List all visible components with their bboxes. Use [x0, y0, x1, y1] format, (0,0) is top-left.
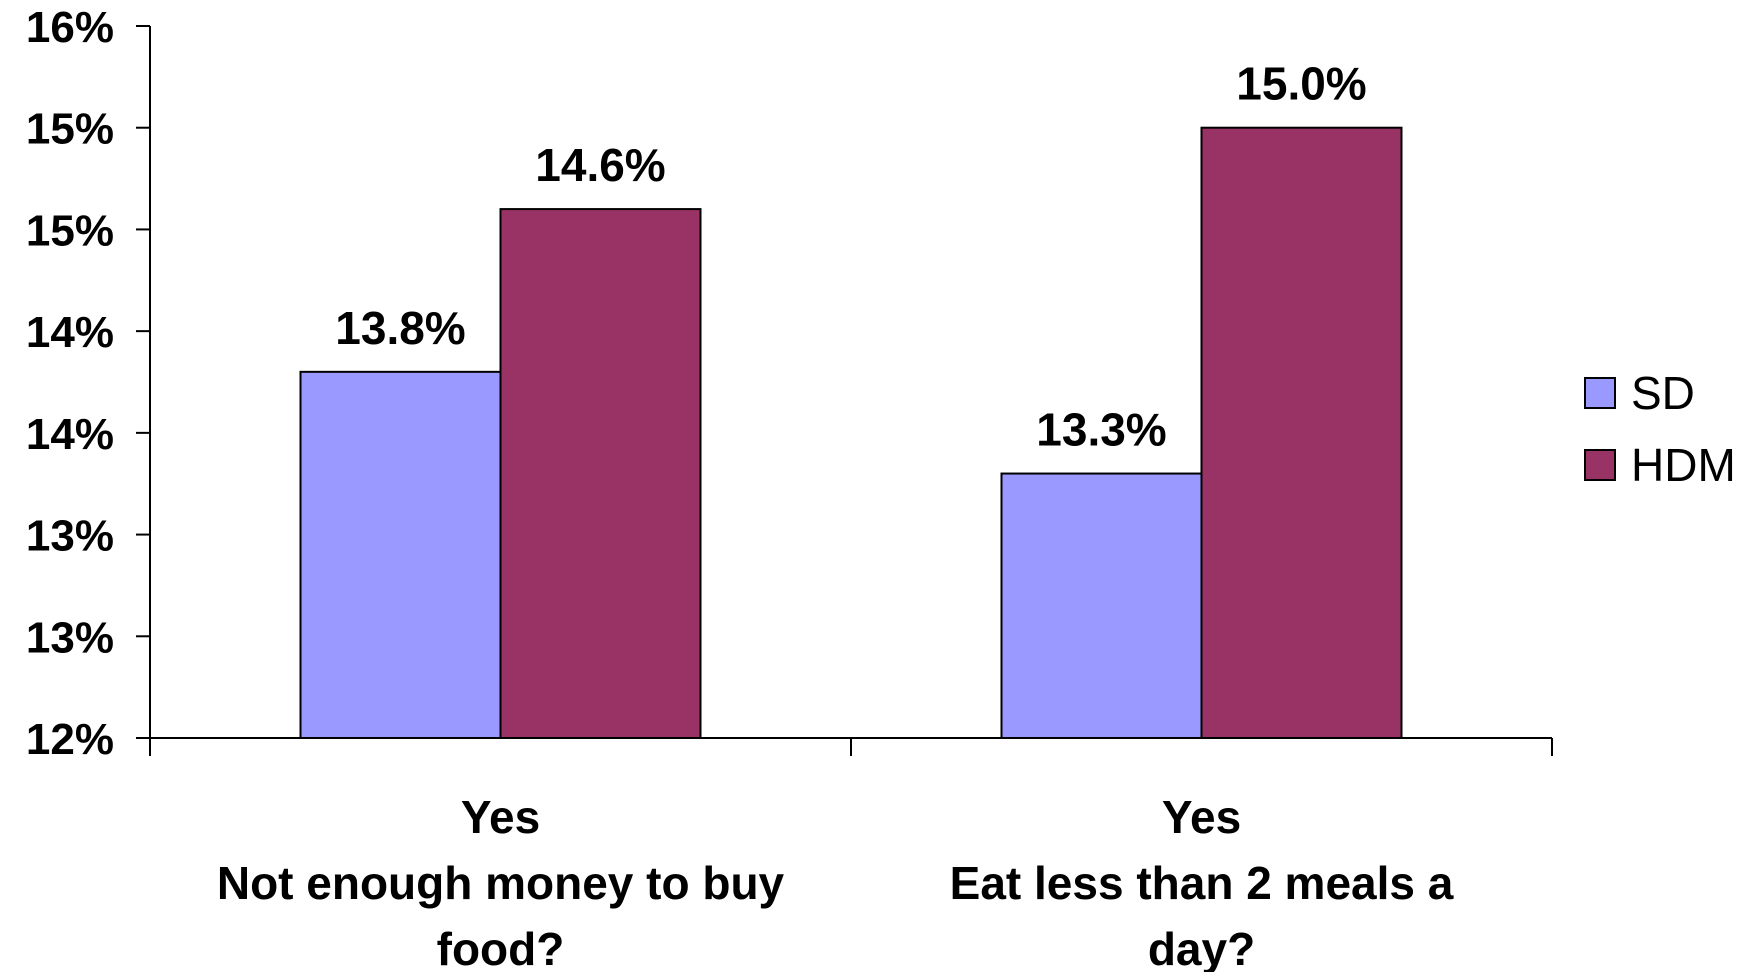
data-labels-group: 13.8% 13.3% 14.6% 15.0%	[335, 58, 1366, 456]
y-tick-label: 14%	[26, 410, 114, 459]
y-tick-label: 15%	[26, 206, 114, 255]
y-tick-label: 13%	[26, 512, 114, 561]
legend-swatch-sd	[1584, 377, 1616, 409]
legend-swatch-hdm	[1584, 449, 1616, 481]
category-label-1-line-1: Eat less than 2 meals a	[950, 857, 1454, 909]
category-label-0-line-2: food?	[437, 923, 565, 972]
data-label-sd-0: 13.8%	[335, 302, 465, 354]
y-tick-label: 12%	[26, 715, 114, 764]
data-label-sd-1: 13.3%	[1036, 404, 1166, 456]
y-tick-label: 13%	[26, 613, 114, 662]
y-tick-label: 15%	[26, 105, 114, 154]
legend: SD HDM	[1584, 367, 1736, 491]
data-label-hdm-1: 15.0%	[1236, 58, 1366, 110]
y-tick-label: 16%	[26, 3, 114, 52]
bar-sd-0	[299, 370, 502, 739]
bar-hdm-0	[499, 208, 702, 740]
bar-hdm-1	[1200, 126, 1403, 739]
y-tick-labels-group: 12% 13% 13% 14% 14% 15% 15% 16%	[26, 3, 114, 764]
bars-group	[299, 126, 1403, 740]
y-tick-label: 14%	[26, 308, 114, 357]
category-label-0-line-0: Yes	[461, 791, 540, 843]
category-label-1-line-0: Yes	[1162, 791, 1241, 843]
axes-group	[136, 25, 1553, 756]
bar-sd-1	[1000, 472, 1203, 739]
legend-label-sd: SD	[1631, 367, 1695, 419]
category-label-1-line-2: day?	[1148, 923, 1255, 972]
category-labels-group: Yes Not enough money to buy food? Yes Eat le…	[217, 791, 1454, 972]
data-label-hdm-0: 14.6%	[535, 139, 665, 191]
legend-label-hdm: HDM	[1631, 439, 1736, 491]
category-label-0-line-1: Not enough money to buy	[217, 857, 785, 909]
